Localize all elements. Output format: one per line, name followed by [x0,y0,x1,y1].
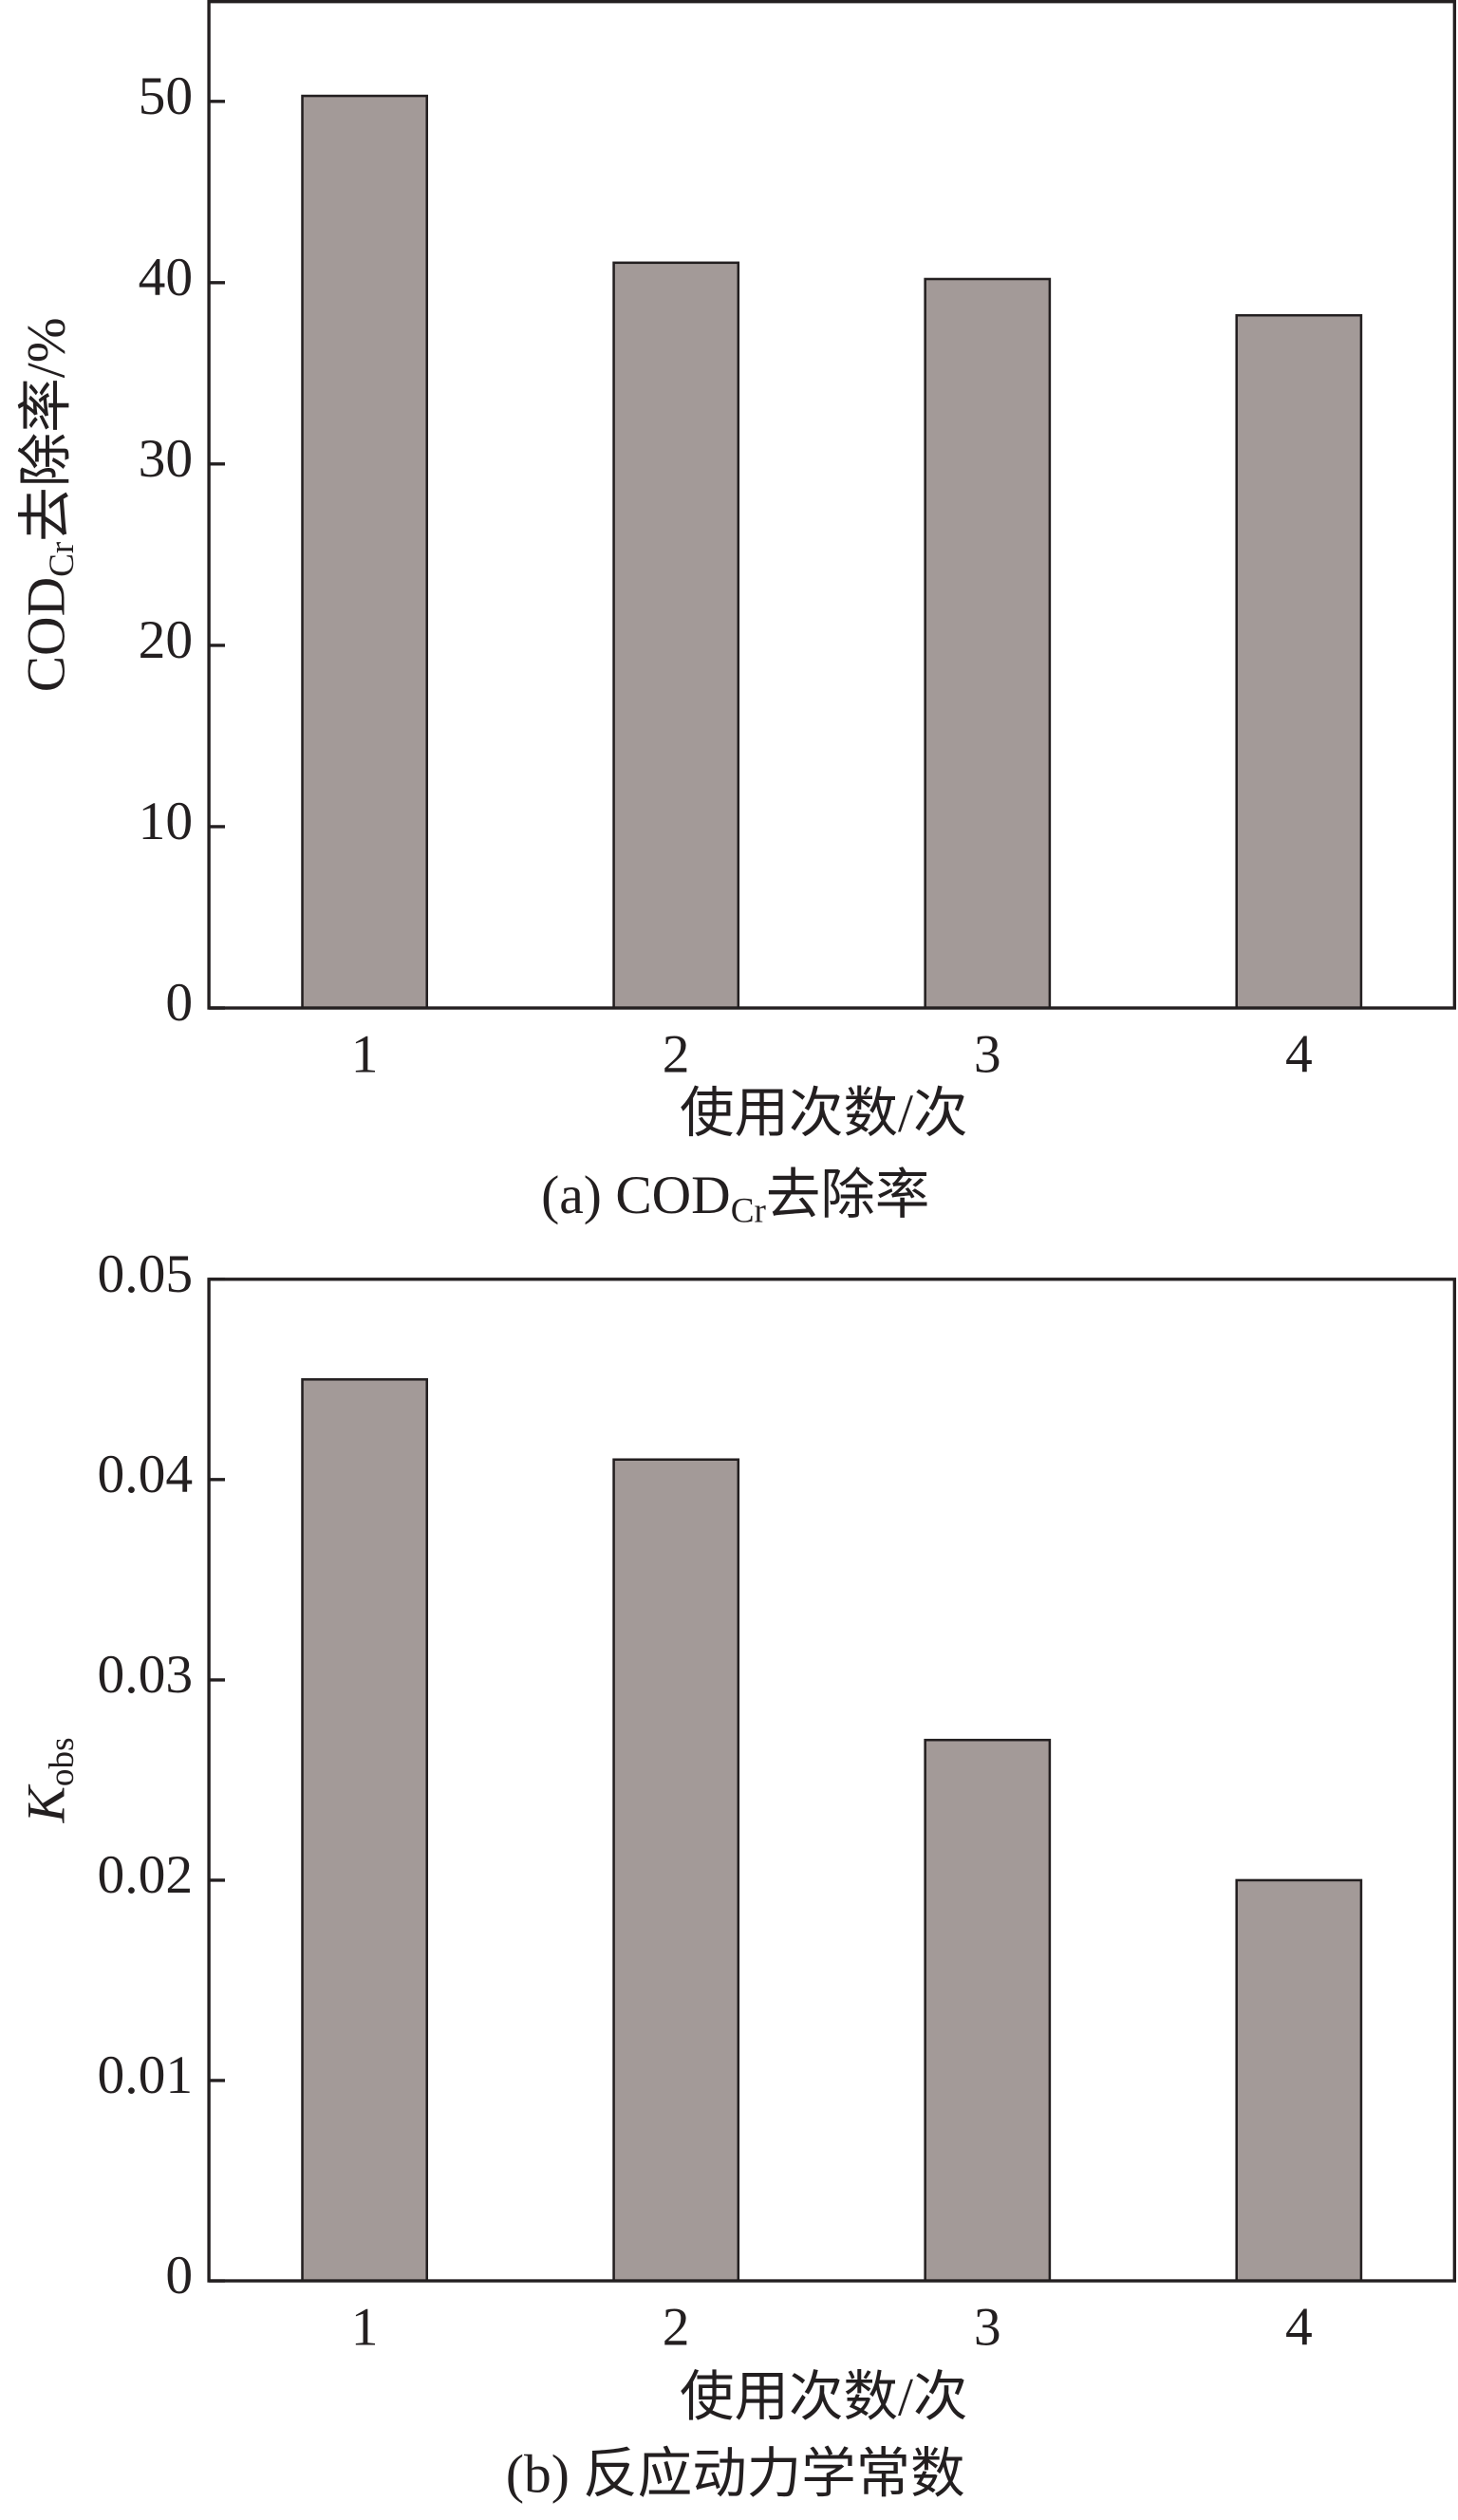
x-tick-label: 2 [663,2297,690,2357]
y-tick-label: 0 [165,2246,193,2305]
text-part: COD [17,577,77,692]
bar [301,94,429,1010]
y-tick-label: 10 [139,792,193,851]
bar [924,1738,1052,2283]
x-tick-label: 3 [974,2297,1001,2357]
y-tick-label: 30 [139,429,193,489]
bar [924,277,1052,1010]
y-axis-label: CODCr去除率/% [17,317,82,692]
plot-frame [207,0,1457,1010]
y-tick-label: 0.01 [98,2045,194,2105]
text-part: (a) COD [541,1166,731,1225]
x-tick-label: 2 [663,1024,690,1084]
text-part: 去除率/% [17,317,77,541]
text-part: obs [42,1737,81,1786]
y-tick-label: 0.04 [98,1445,194,1504]
bar [301,1378,429,2283]
bar [612,261,740,1010]
caption: (b) 反应动力学常数 [506,2445,965,2505]
text-part: (b) 反应动力学常数 [506,2445,965,2505]
bar [612,1458,740,2283]
y-tick-label: 0.02 [98,1845,194,1905]
text-part: Cr [42,541,81,577]
x-axis-label: 使用次数/次 [680,2368,967,2428]
text-part: K [17,1783,77,1823]
y-tick-label: 0 [165,973,193,1033]
x-tick-label: 3 [974,1024,1001,1084]
y-axis-label: Kobs [17,1737,82,1823]
caption: (a) CODCr去除率 [541,1166,929,1230]
text-part: Cr [731,1191,767,1230]
y-tick-label: 0.05 [98,1244,194,1304]
x-tick-label: 4 [1285,2297,1313,2357]
bar [1235,313,1363,1010]
x-tick-label: 1 [351,1024,379,1084]
x-tick-label: 1 [351,2297,379,2357]
text-part: 去除率 [766,1166,929,1225]
y-tick-label: 50 [139,66,193,126]
y-tick-label: 20 [139,610,193,670]
y-tick-label: 0.03 [98,1645,194,1705]
x-axis-label: 使用次数/次 [680,1084,967,1144]
plot-frame [207,1278,1457,2283]
x-tick-label: 4 [1285,1024,1313,1084]
bar [1235,1878,1363,2283]
y-tick-label: 40 [139,248,193,308]
